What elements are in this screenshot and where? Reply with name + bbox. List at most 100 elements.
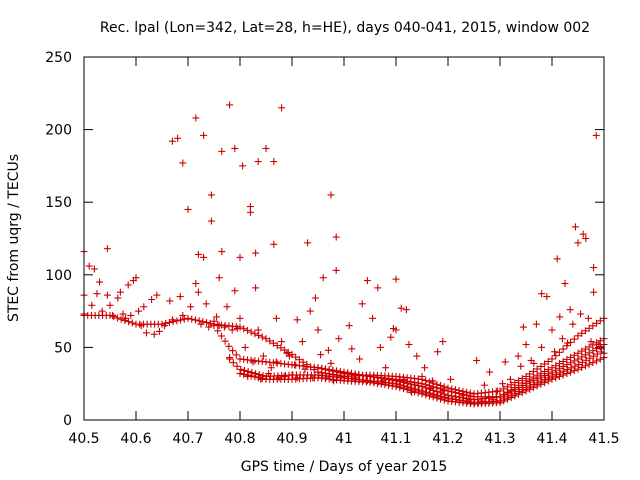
data-point xyxy=(278,104,286,112)
data-point xyxy=(184,205,192,213)
data-point xyxy=(548,326,556,334)
data-point xyxy=(569,320,577,328)
data-point xyxy=(585,360,593,368)
data-point xyxy=(325,366,333,374)
data-point xyxy=(388,376,396,384)
data-point xyxy=(121,316,129,324)
data-point xyxy=(165,319,173,327)
data-point xyxy=(543,293,551,301)
data-point xyxy=(88,301,96,309)
data-point xyxy=(544,358,552,366)
data-point xyxy=(585,324,593,332)
x-axis-label: GPS time / Days of year 2015 xyxy=(241,459,448,475)
data-point xyxy=(593,357,601,365)
data-point xyxy=(552,352,560,360)
data-point xyxy=(559,371,567,379)
data-point xyxy=(281,346,289,354)
data-point xyxy=(277,344,285,352)
data-point xyxy=(581,362,589,370)
data-point xyxy=(526,385,534,393)
data-point xyxy=(255,374,263,382)
data-point xyxy=(473,356,481,364)
data-point xyxy=(578,329,586,337)
data-point xyxy=(381,375,389,383)
data-points xyxy=(80,101,608,408)
data-point xyxy=(150,330,158,338)
data-point xyxy=(559,362,567,370)
data-point xyxy=(191,316,199,324)
data-point xyxy=(319,274,327,282)
data-point xyxy=(396,384,404,392)
data-point xyxy=(255,371,263,379)
data-point xyxy=(523,384,531,392)
data-point xyxy=(567,338,575,346)
data-point xyxy=(226,101,234,109)
x-tick-label: 41.5 xyxy=(588,431,619,447)
data-point xyxy=(321,365,329,373)
data-point xyxy=(215,274,223,282)
data-point xyxy=(589,359,597,367)
data-point xyxy=(480,381,488,389)
data-point xyxy=(574,355,582,363)
data-point xyxy=(570,335,578,343)
data-point xyxy=(180,315,188,323)
data-point xyxy=(229,347,237,355)
y-tick-label: 100 xyxy=(45,268,72,284)
data-point xyxy=(374,284,382,292)
data-point xyxy=(229,359,237,367)
data-point xyxy=(418,390,426,398)
data-point xyxy=(414,389,422,397)
data-point xyxy=(466,395,474,403)
data-point xyxy=(421,364,429,372)
data-point xyxy=(522,340,530,348)
data-point xyxy=(252,284,260,292)
data-point xyxy=(158,320,166,328)
data-point xyxy=(376,343,384,351)
data-point xyxy=(429,393,437,401)
data-point xyxy=(581,351,589,359)
data-point xyxy=(207,217,215,225)
data-point xyxy=(166,297,174,305)
data-point xyxy=(236,323,244,331)
data-point xyxy=(555,348,563,356)
data-point xyxy=(459,394,467,402)
data-point xyxy=(574,239,582,247)
data-point xyxy=(422,391,430,399)
data-point xyxy=(292,353,300,361)
data-point xyxy=(558,335,566,343)
data-point xyxy=(585,349,593,357)
data-point xyxy=(103,291,111,299)
data-point xyxy=(267,364,275,372)
data-point xyxy=(251,373,259,381)
data-point xyxy=(225,342,233,350)
data-point xyxy=(537,362,545,370)
data-point xyxy=(241,343,249,351)
data-point xyxy=(567,368,575,376)
data-point xyxy=(597,348,605,356)
data-point xyxy=(534,379,542,387)
x-tick-label: 40.7 xyxy=(172,431,203,447)
data-point xyxy=(273,342,281,350)
data-point xyxy=(511,392,519,400)
data-point xyxy=(544,377,552,385)
data-point xyxy=(584,314,592,322)
data-point xyxy=(221,337,229,345)
data-point xyxy=(237,365,245,373)
data-point xyxy=(200,253,208,261)
data-point xyxy=(179,159,187,167)
data-point xyxy=(217,332,225,340)
data-point xyxy=(332,266,340,274)
data-point xyxy=(422,384,430,392)
data-point xyxy=(518,382,526,390)
data-point xyxy=(192,114,200,122)
data-point xyxy=(232,351,240,359)
y-axis-label: STEC from uqrg / TECUs xyxy=(6,154,22,322)
data-point xyxy=(184,314,192,322)
data-point xyxy=(433,388,441,396)
data-point xyxy=(414,382,422,390)
data-point xyxy=(507,394,515,402)
data-point xyxy=(451,393,459,401)
data-point xyxy=(566,306,574,314)
data-point xyxy=(373,374,381,382)
